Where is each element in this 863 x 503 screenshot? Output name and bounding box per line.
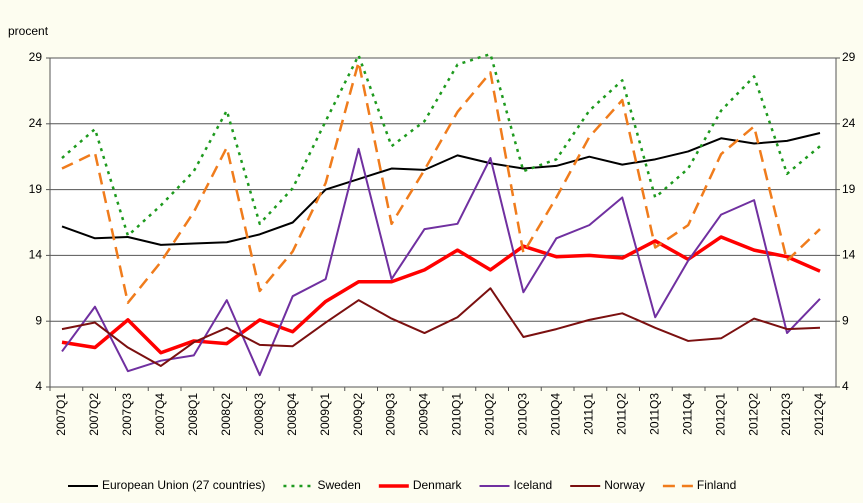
x-tick-label: 2012Q1 bbox=[713, 393, 727, 436]
y-tick-label: 24 bbox=[29, 116, 43, 130]
y-tick-label: 19 bbox=[29, 182, 43, 196]
x-tick-label: 2007Q2 bbox=[87, 393, 101, 436]
series-line bbox=[61, 235, 821, 355]
y2-tick-label: 14 bbox=[842, 248, 856, 262]
y2-tick-label: 24 bbox=[842, 116, 856, 130]
x-tick-label: 2011Q3 bbox=[647, 393, 661, 435]
x-tick-label: 2008Q2 bbox=[219, 393, 233, 436]
y-tick-label: 4 bbox=[35, 379, 42, 393]
series-line bbox=[61, 132, 821, 246]
x-tick-label: 2009Q1 bbox=[318, 393, 332, 436]
legend-label: Denmark bbox=[413, 478, 463, 492]
plot-area bbox=[50, 58, 836, 387]
legend-label: Sweden bbox=[317, 478, 360, 492]
legend-label: Finland bbox=[697, 478, 736, 492]
x-tick-label: 2010Q4 bbox=[549, 393, 563, 436]
x-tick-label: 2008Q4 bbox=[285, 393, 299, 436]
x-tick-label: 2007Q4 bbox=[153, 393, 167, 436]
series-line bbox=[61, 147, 821, 377]
y-axis-label: procent bbox=[8, 24, 49, 38]
x-tick-label: 2008Q3 bbox=[252, 393, 266, 436]
series-line bbox=[61, 287, 821, 367]
x-tick-label: 2010Q1 bbox=[450, 393, 464, 436]
y-tick-label: 9 bbox=[35, 313, 42, 327]
series-line bbox=[61, 60, 821, 305]
x-tick-label: 2009Q3 bbox=[384, 393, 398, 436]
x-tick-label: 2011Q2 bbox=[614, 393, 628, 435]
y2-tick-label: 29 bbox=[842, 50, 856, 64]
series-line bbox=[61, 52, 821, 237]
legend-label: Iceland bbox=[514, 478, 553, 492]
x-tick-label: 2010Q2 bbox=[483, 393, 497, 436]
legend-label: European Union (27 countries) bbox=[102, 478, 265, 492]
x-tick-label: 2012Q3 bbox=[779, 393, 793, 436]
y2-tick-label: 4 bbox=[842, 379, 849, 393]
y-tick-label: 14 bbox=[29, 248, 43, 262]
x-tick-label: 2007Q3 bbox=[120, 393, 134, 436]
x-tick-label: 2011Q4 bbox=[680, 393, 694, 435]
x-tick-label: 2007Q1 bbox=[54, 393, 68, 436]
y-tick-label: 29 bbox=[29, 50, 43, 64]
legend-label: Norway bbox=[604, 478, 645, 492]
x-tick-label: 2012Q2 bbox=[746, 393, 760, 436]
x-tick-label: 2009Q4 bbox=[417, 393, 431, 436]
x-tick-label: 2012Q4 bbox=[812, 393, 826, 436]
x-tick-label: 2009Q2 bbox=[351, 393, 365, 436]
x-tick-label: 2008Q1 bbox=[186, 393, 200, 436]
x-tick-label: 2011Q1 bbox=[581, 393, 595, 435]
y2-tick-label: 9 bbox=[842, 313, 849, 327]
y2-tick-label: 19 bbox=[842, 182, 856, 196]
x-tick-label: 2010Q3 bbox=[516, 393, 530, 436]
